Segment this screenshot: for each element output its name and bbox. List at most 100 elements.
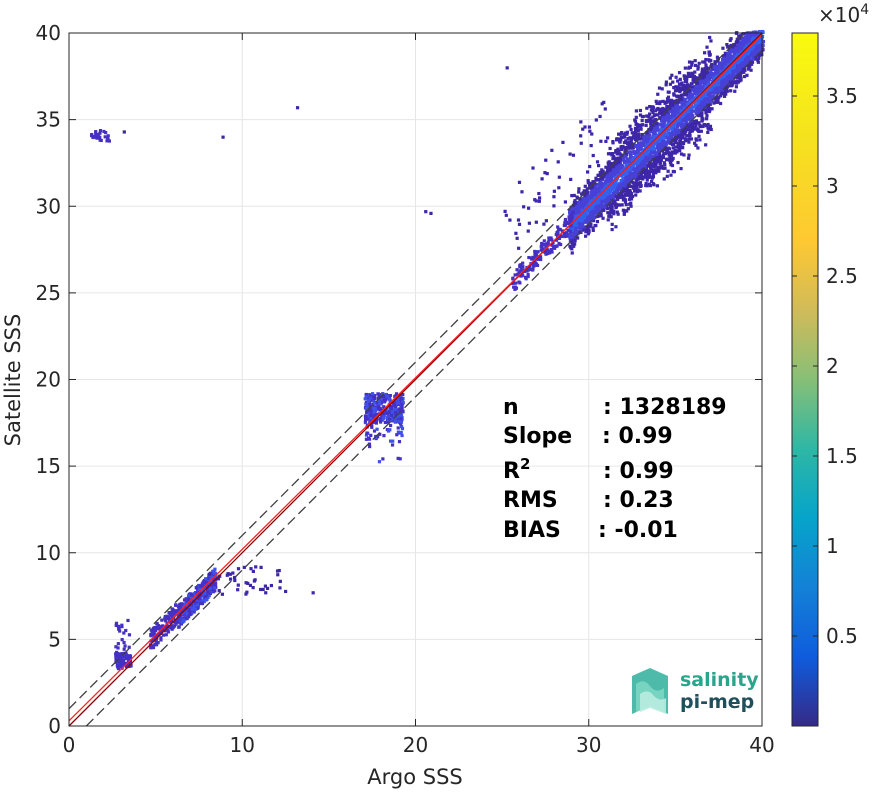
- density-cell: [648, 104, 652, 109]
- density-cell: [657, 111, 662, 115]
- density-cell: [546, 240, 550, 244]
- density-cell: [675, 118, 680, 122]
- density-cell: [691, 73, 695, 77]
- density-cell: [526, 206, 531, 210]
- density-cell: [641, 143, 646, 148]
- density-cell: [625, 186, 629, 190]
- density-cell: [706, 122, 710, 127]
- density-cell: [651, 110, 655, 115]
- density-cell: [176, 613, 180, 617]
- density-cell: [607, 164, 611, 168]
- density-cell: [604, 165, 608, 169]
- density-cell: [523, 275, 528, 279]
- density-cell: [679, 122, 683, 126]
- density-cell: [399, 430, 403, 435]
- density-cell: [656, 127, 660, 131]
- density-cell: [388, 407, 392, 411]
- density-cell: [665, 97, 670, 101]
- density-cell: [688, 109, 692, 114]
- density-cell: [712, 82, 716, 86]
- density-cell: [372, 429, 377, 433]
- density-cell: [688, 65, 692, 69]
- density-cell: [171, 616, 176, 620]
- density-cell: [637, 167, 641, 171]
- density-cell: [207, 594, 211, 598]
- density-cell: [397, 420, 401, 424]
- density-cell: [205, 588, 210, 592]
- density-cell: [635, 135, 639, 140]
- density-cell: [660, 114, 664, 118]
- density-cell: [677, 71, 682, 75]
- density-cell: [537, 191, 541, 196]
- density-cell: [659, 130, 663, 135]
- density-cell: [723, 51, 727, 55]
- density-cell: [186, 598, 190, 603]
- density-cell: [617, 160, 621, 164]
- density-cell: [375, 427, 379, 431]
- density-cell: [225, 573, 229, 577]
- density-cell: [697, 110, 701, 115]
- density-cell: [532, 262, 537, 267]
- density-cell: [618, 170, 622, 174]
- density-cell: [674, 104, 678, 108]
- density-cell: [167, 610, 171, 615]
- density-cell: [601, 170, 605, 175]
- density-cell: [557, 241, 561, 246]
- density-cell: [664, 135, 668, 140]
- density-cell: [707, 72, 711, 77]
- density-cell: [122, 640, 126, 645]
- density-cell: [729, 68, 733, 72]
- density-cell: [639, 172, 643, 176]
- density-cell: [684, 88, 688, 92]
- density-cell: [114, 623, 118, 628]
- density-cell: [607, 166, 611, 171]
- density-cell: [751, 36, 755, 40]
- density-cell: [550, 250, 554, 254]
- density-cell: [633, 168, 637, 173]
- density-cell: [598, 204, 602, 208]
- density-cell: [242, 565, 246, 569]
- density-cell: [575, 207, 579, 211]
- density-cell: [393, 417, 397, 421]
- density-cell: [615, 210, 619, 214]
- density-cell: [754, 47, 758, 51]
- density-cell: [738, 34, 743, 38]
- density-cell: [364, 395, 368, 399]
- density-cell: [676, 79, 680, 83]
- density-cell: [216, 577, 220, 581]
- density-cell: [636, 169, 641, 173]
- density-cell: [696, 90, 700, 94]
- density-cell: [188, 607, 192, 612]
- density-cell: [619, 135, 623, 140]
- density-cell: [647, 175, 651, 179]
- density-cell: [556, 160, 560, 164]
- density-cell: [150, 644, 155, 648]
- density-cell: [732, 65, 736, 70]
- density-cell: [151, 645, 156, 650]
- density-cell: [371, 392, 375, 396]
- density-cell: [236, 588, 240, 592]
- density-cell: [383, 420, 387, 425]
- density-cell: [620, 186, 624, 190]
- density-cell: [690, 109, 694, 113]
- density-cell: [700, 119, 704, 123]
- density-cell: [632, 186, 636, 190]
- density-cell: [676, 107, 680, 111]
- density-cell: [705, 93, 709, 98]
- density-cell: [703, 66, 707, 71]
- density-cell: [118, 661, 122, 665]
- density-cell: [592, 212, 596, 216]
- density-cell: [726, 69, 730, 73]
- density-cell: [525, 269, 529, 273]
- density-cell: [696, 65, 700, 69]
- density-cell: [627, 160, 631, 164]
- density-cell: [737, 44, 741, 48]
- density-cell: [121, 658, 126, 663]
- density-cell: [716, 71, 720, 75]
- density-cell: [249, 567, 253, 571]
- density-cell: [671, 80, 675, 84]
- density-cell: [598, 114, 602, 119]
- density-cell: [689, 99, 693, 103]
- density-cell: [681, 135, 685, 140]
- density-cell: [616, 182, 620, 186]
